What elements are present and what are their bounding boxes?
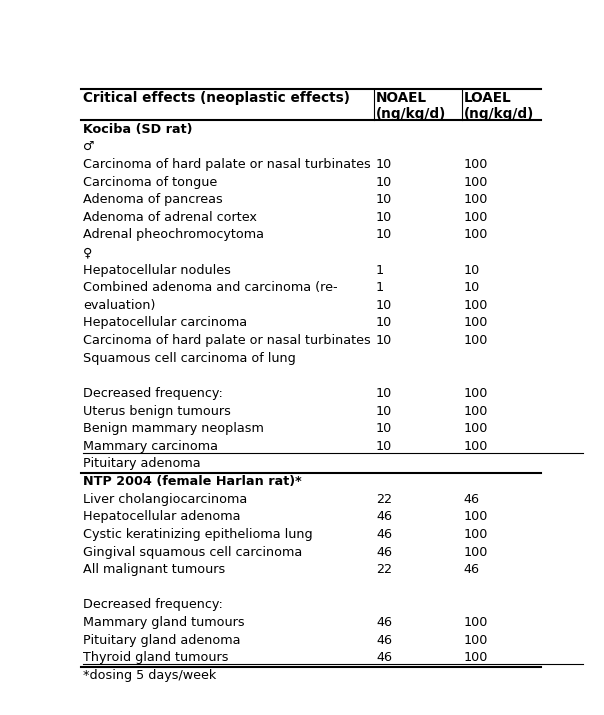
Text: Gingival squamous cell carcinoma: Gingival squamous cell carcinoma [83, 546, 302, 558]
Text: Decreased frequency:: Decreased frequency: [83, 598, 223, 611]
Text: 100: 100 [463, 193, 488, 206]
Text: *dosing 5 days/week: *dosing 5 days/week [83, 669, 216, 682]
Text: 46: 46 [376, 651, 392, 664]
Text: 100: 100 [463, 422, 488, 435]
Text: evaluation): evaluation) [83, 299, 155, 312]
Text: 100: 100 [463, 317, 488, 330]
Text: 100: 100 [463, 228, 488, 242]
Text: Kociba (SD rat): Kociba (SD rat) [83, 123, 193, 136]
Text: Carcinoma of hard palate or nasal turbinates: Carcinoma of hard palate or nasal turbin… [83, 334, 371, 347]
Text: Squamous cell carcinoma of lung: Squamous cell carcinoma of lung [83, 352, 296, 365]
Text: Hepatocellular adenoma: Hepatocellular adenoma [83, 511, 240, 523]
Text: Pituitary adenoma: Pituitary adenoma [83, 458, 201, 470]
Text: ♀: ♀ [83, 246, 92, 259]
Text: Critical effects (neoplastic effects): Critical effects (neoplastic effects) [83, 91, 350, 105]
Text: 100: 100 [463, 633, 488, 646]
Text: NOAEL
(ng/kg/d): NOAEL (ng/kg/d) [376, 91, 446, 121]
Text: 46: 46 [463, 563, 480, 576]
Text: Decreased frequency:: Decreased frequency: [83, 387, 223, 400]
Text: 46: 46 [376, 633, 392, 646]
Text: 10: 10 [376, 211, 392, 224]
Text: 46: 46 [463, 493, 480, 506]
Text: 100: 100 [463, 405, 488, 418]
Text: 10: 10 [376, 176, 392, 189]
Text: 100: 100 [463, 176, 488, 189]
Text: 10: 10 [376, 193, 392, 206]
Text: Benign mammary neoplasm: Benign mammary neoplasm [83, 422, 264, 435]
Text: Hepatocellular carcinoma: Hepatocellular carcinoma [83, 317, 247, 330]
Text: ♂: ♂ [83, 140, 94, 153]
Text: Mammary gland tumours: Mammary gland tumours [83, 616, 245, 629]
Text: 10: 10 [376, 228, 392, 242]
Text: 100: 100 [463, 546, 488, 558]
Text: 100: 100 [463, 511, 488, 523]
Text: 10: 10 [376, 387, 392, 400]
Text: 10: 10 [376, 405, 392, 418]
Text: Uterus benign tumours: Uterus benign tumours [83, 405, 231, 418]
Text: LOAEL
(ng/kg/d): LOAEL (ng/kg/d) [463, 91, 534, 121]
Text: 10: 10 [463, 281, 480, 295]
Text: 22: 22 [376, 563, 392, 576]
Text: Liver cholangiocarcinoma: Liver cholangiocarcinoma [83, 493, 247, 506]
Text: 100: 100 [463, 158, 488, 171]
Text: Cystic keratinizing epithelioma lung: Cystic keratinizing epithelioma lung [83, 528, 313, 541]
Text: 22: 22 [376, 493, 392, 506]
Text: 100: 100 [463, 387, 488, 400]
Text: Adenoma of adrenal cortex: Adenoma of adrenal cortex [83, 211, 257, 224]
Text: Combined adenoma and carcinoma (re-: Combined adenoma and carcinoma (re- [83, 281, 338, 295]
Text: 46: 46 [376, 511, 392, 523]
Text: NTP 2004 (female Harlan rat)*: NTP 2004 (female Harlan rat)* [83, 475, 301, 488]
Text: 10: 10 [376, 440, 392, 453]
Text: 100: 100 [463, 299, 488, 312]
Text: 1: 1 [376, 281, 384, 295]
Text: Adrenal pheochromocytoma: Adrenal pheochromocytoma [83, 228, 264, 242]
Text: 10: 10 [376, 299, 392, 312]
Text: 100: 100 [463, 440, 488, 453]
Text: Carcinoma of tongue: Carcinoma of tongue [83, 176, 217, 189]
Text: 46: 46 [376, 546, 392, 558]
Text: 100: 100 [463, 651, 488, 664]
Text: Carcinoma of hard palate or nasal turbinates: Carcinoma of hard palate or nasal turbin… [83, 158, 371, 171]
Text: 46: 46 [376, 616, 392, 629]
Text: Mammary carcinoma: Mammary carcinoma [83, 440, 218, 453]
Text: Hepatocellular nodules: Hepatocellular nodules [83, 264, 231, 277]
Text: 100: 100 [463, 211, 488, 224]
Text: Thyroid gland tumours: Thyroid gland tumours [83, 651, 228, 664]
Text: 46: 46 [376, 528, 392, 541]
Text: All malignant tumours: All malignant tumours [83, 563, 225, 576]
Text: 10: 10 [376, 317, 392, 330]
Text: 10: 10 [376, 158, 392, 171]
Text: 10: 10 [376, 422, 392, 435]
Text: 100: 100 [463, 528, 488, 541]
Text: Pituitary gland adenoma: Pituitary gland adenoma [83, 633, 240, 646]
Text: 100: 100 [463, 616, 488, 629]
Text: Adenoma of pancreas: Adenoma of pancreas [83, 193, 223, 206]
Text: 100: 100 [463, 334, 488, 347]
Text: 10: 10 [376, 334, 392, 347]
Text: 1: 1 [376, 264, 384, 277]
Text: 10: 10 [463, 264, 480, 277]
